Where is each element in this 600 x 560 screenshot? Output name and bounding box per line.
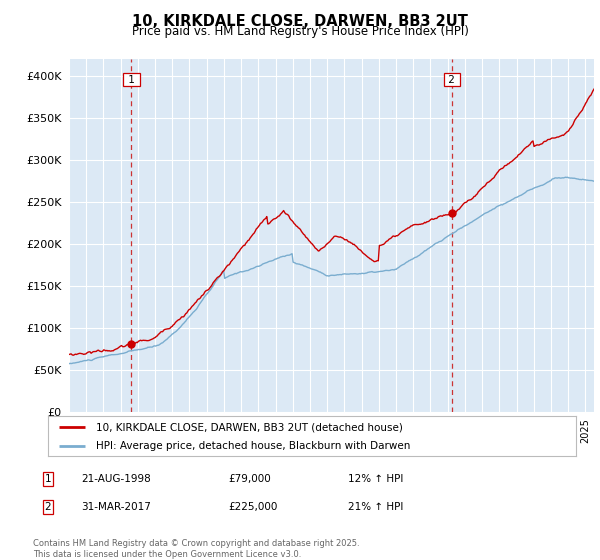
- Text: 1: 1: [125, 74, 138, 85]
- Text: 10, KIRKDALE CLOSE, DARWEN, BB3 2UT: 10, KIRKDALE CLOSE, DARWEN, BB3 2UT: [132, 14, 468, 29]
- Text: 10, KIRKDALE CLOSE, DARWEN, BB3 2UT (detached house): 10, KIRKDALE CLOSE, DARWEN, BB3 2UT (det…: [95, 422, 403, 432]
- Text: Price paid vs. HM Land Registry's House Price Index (HPI): Price paid vs. HM Land Registry's House …: [131, 25, 469, 38]
- Text: 21% ↑ HPI: 21% ↑ HPI: [348, 502, 403, 512]
- Text: 12% ↑ HPI: 12% ↑ HPI: [348, 474, 403, 484]
- Text: 1: 1: [44, 474, 52, 484]
- Text: 31-MAR-2017: 31-MAR-2017: [81, 502, 151, 512]
- Text: HPI: Average price, detached house, Blackburn with Darwen: HPI: Average price, detached house, Blac…: [95, 441, 410, 451]
- Text: 21-AUG-1998: 21-AUG-1998: [81, 474, 151, 484]
- Text: £79,000: £79,000: [228, 474, 271, 484]
- Text: 2: 2: [44, 502, 52, 512]
- Text: Contains HM Land Registry data © Crown copyright and database right 2025.
This d: Contains HM Land Registry data © Crown c…: [33, 539, 359, 559]
- Text: £225,000: £225,000: [228, 502, 277, 512]
- Text: 2: 2: [445, 74, 458, 85]
